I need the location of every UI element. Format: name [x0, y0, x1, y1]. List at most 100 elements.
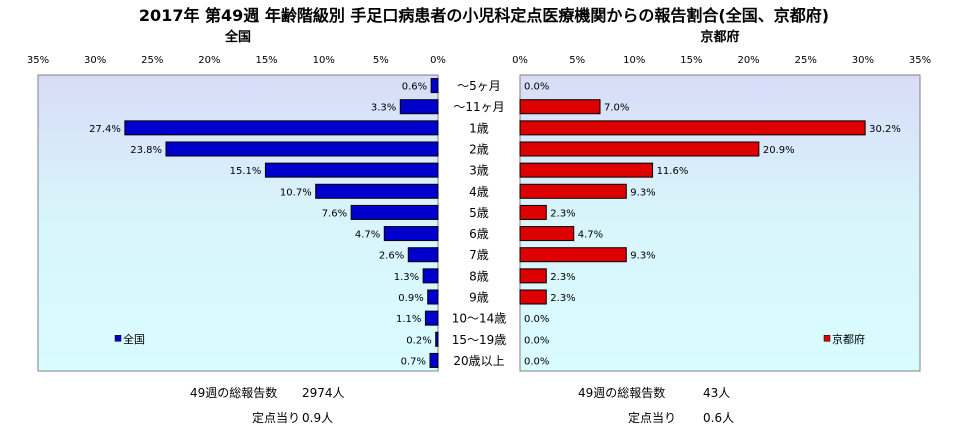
category-label: 15～19歳 — [452, 333, 507, 347]
kyoto-bar — [519, 141, 760, 157]
national-data-label: 0.7% — [401, 356, 426, 367]
national-data-label: 0.6% — [402, 82, 427, 93]
national-bar — [435, 331, 439, 347]
category-label: 10～14歳 — [452, 312, 507, 326]
kyoto-data-label: 2.3% — [550, 272, 575, 283]
kyoto-bar — [519, 226, 575, 242]
kyoto-bar — [519, 247, 627, 263]
national-per-value: 0.9人 — [302, 411, 334, 425]
left-x-tick-label: 10% — [313, 55, 335, 66]
kyoto-bar — [519, 268, 547, 284]
right-x-tick-label: 25% — [795, 55, 817, 66]
right-panel-title: 京都府 — [700, 30, 740, 45]
kyoto-data-label: 2.3% — [550, 293, 575, 304]
left-x-tick-label: 35% — [27, 55, 49, 66]
national-bar — [424, 310, 439, 326]
national-legend-label: 全国 — [123, 332, 145, 346]
national-data-label: 3.3% — [371, 103, 396, 114]
left-x-tick-label: 5% — [373, 55, 389, 66]
kyoto-bar — [519, 162, 654, 178]
national-bar — [427, 289, 439, 305]
left-x-tick-label: 15% — [255, 55, 277, 66]
national-legend-swatch — [114, 335, 122, 342]
left-plot-area — [37, 74, 439, 372]
category-label: 5歳 — [469, 206, 489, 220]
left-x-tick-label: 20% — [198, 55, 220, 66]
left-x-tick-label: 25% — [141, 55, 163, 66]
national-bar — [422, 268, 439, 284]
national-bar — [165, 141, 439, 157]
kyoto-legend-label: 京都府 — [832, 332, 865, 346]
right-plot-area — [519, 74, 921, 372]
kyoto-data-label: 2.3% — [550, 208, 575, 219]
national-total-value: 2974人 — [302, 386, 345, 400]
page-title: 2017年 第49週 年齢階級別 手足口病患者の小児科定点医療機関からの報告割合… — [138, 6, 830, 25]
kyoto-data-label: 9.3% — [630, 251, 655, 262]
right-x-tick-label: 5% — [569, 55, 585, 66]
national-data-label: 2.6% — [379, 251, 404, 262]
kyoto-bar — [519, 183, 627, 199]
kyoto-data-label: 20.9% — [763, 145, 795, 156]
category-label: 1歳 — [469, 121, 489, 135]
category-label: 6歳 — [469, 227, 489, 241]
category-label: 9歳 — [469, 291, 489, 305]
national-bar — [264, 162, 439, 178]
kyoto-data-label: 0.0% — [524, 82, 549, 93]
category-label: 8歳 — [469, 269, 489, 283]
national-per-label: 定点当り — [252, 411, 301, 425]
kyoto-bar — [519, 120, 866, 136]
kyoto-data-label: 11.6% — [657, 166, 689, 177]
kyoto-total-label: 49週の総報告数 — [578, 386, 666, 400]
category-label: 7歳 — [469, 248, 489, 262]
category-label: 3歳 — [469, 164, 489, 178]
right-x-tick-label: 10% — [623, 55, 645, 66]
national-bar — [407, 247, 439, 263]
national-bar — [383, 226, 439, 242]
kyoto-bar — [519, 289, 547, 305]
right-x-tick-label: 20% — [737, 55, 759, 66]
kyoto-data-label: 30.2% — [869, 124, 901, 135]
national-data-label: 0.2% — [406, 335, 431, 346]
national-bar — [124, 120, 439, 136]
kyoto-data-label: 0.0% — [524, 356, 549, 367]
national-bar — [430, 78, 439, 94]
category-label: 2歳 — [469, 143, 489, 157]
left-x-tick-label: 30% — [84, 55, 106, 66]
right-x-tick-label: 35% — [909, 55, 931, 66]
kyoto-data-label: 9.3% — [630, 187, 655, 198]
right-x-tick-label: 15% — [680, 55, 702, 66]
kyoto-data-label: 0.0% — [524, 335, 549, 346]
national-data-label: 1.3% — [394, 272, 419, 283]
kyoto-data-label: 7.0% — [604, 103, 629, 114]
right-x-tick-label: 30% — [852, 55, 874, 66]
left-panel-title: 全国 — [224, 30, 251, 45]
national-data-label: 1.1% — [396, 314, 421, 325]
category-label: ～5ヶ月 — [457, 79, 501, 93]
kyoto-data-label: 0.0% — [524, 314, 549, 325]
national-data-label: 27.4% — [89, 124, 121, 135]
category-label: 20歳以上 — [453, 354, 504, 368]
national-total-label: 49週の総報告数 — [190, 386, 278, 400]
left-x-tick-label: 0% — [430, 55, 446, 66]
kyoto-per-value: 0.6人 — [703, 411, 735, 425]
national-data-label: 10.7% — [280, 187, 312, 198]
national-data-label: 15.1% — [230, 166, 262, 177]
national-data-label: 7.6% — [322, 208, 347, 219]
kyoto-per-label: 定点当り — [628, 411, 677, 425]
national-bar — [350, 204, 439, 220]
national-data-label: 23.8% — [130, 145, 162, 156]
national-bar — [399, 99, 439, 115]
category-label: 4歳 — [469, 185, 489, 199]
national-data-label: 4.7% — [355, 230, 380, 241]
kyoto-total-value: 43人 — [703, 386, 731, 400]
kyoto-bar — [519, 204, 547, 220]
kyoto-data-label: 4.7% — [578, 230, 603, 241]
national-bar — [315, 183, 439, 199]
national-bar — [429, 352, 439, 368]
kyoto-bar — [519, 99, 601, 115]
national-data-label: 0.9% — [398, 293, 423, 304]
kyoto-legend-swatch — [823, 335, 831, 342]
category-label: ～11ヶ月 — [453, 100, 504, 114]
right-x-tick-label: 0% — [512, 55, 528, 66]
